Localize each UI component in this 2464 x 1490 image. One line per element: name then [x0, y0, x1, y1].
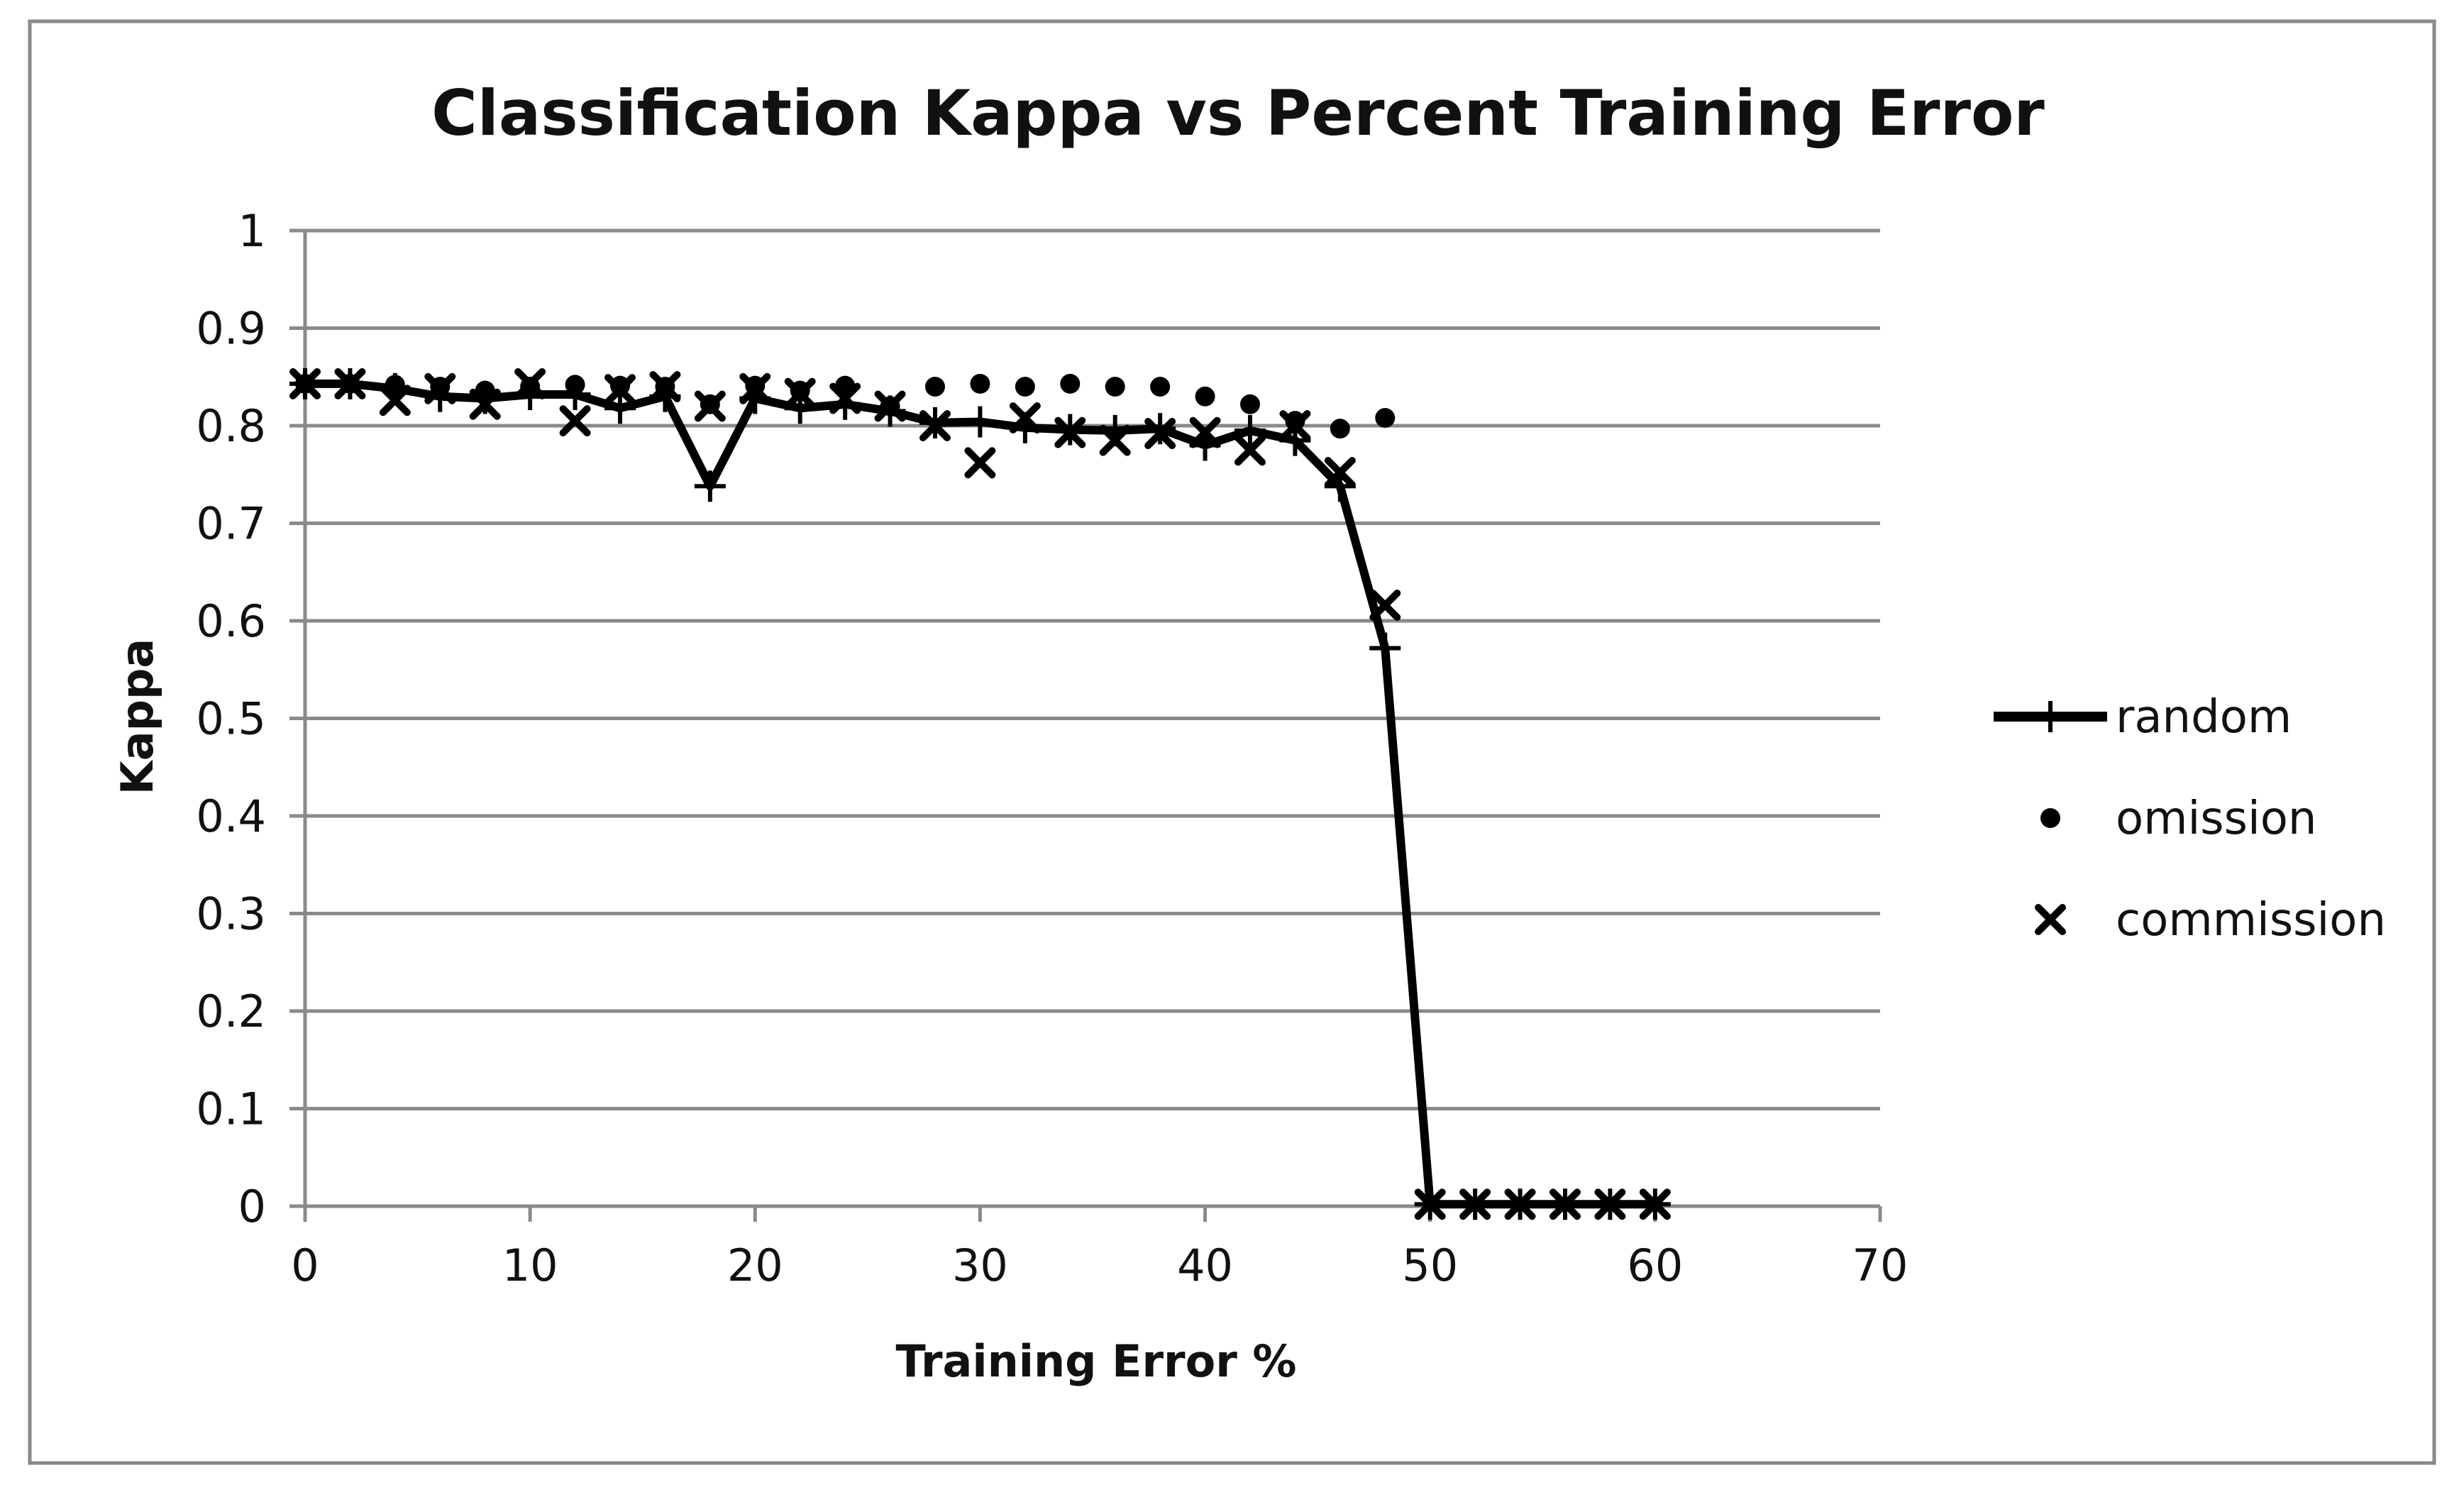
point-commission-30	[1639, 1188, 1671, 1220]
point-omission-17	[1060, 373, 1081, 394]
y-tick-label-1: 0.1	[196, 1083, 266, 1135]
y-tick-label-8: 0.8	[196, 400, 266, 452]
legend-label-random: random	[2116, 691, 2292, 744]
x-tick-label-2: 20	[727, 1240, 783, 1291]
x-tick-label-4: 40	[1177, 1240, 1233, 1291]
x-tick-label-1: 10	[502, 1240, 558, 1291]
legend-item-omission: omission	[2040, 793, 2316, 845]
point-commission-12	[829, 382, 861, 414]
y-tick-label-2: 0.2	[196, 986, 266, 1037]
point-omission-20	[1195, 386, 1215, 407]
point-commission-9	[694, 390, 726, 422]
legend-marker-commission	[2035, 904, 2066, 935]
y-tick-label-9: 0.9	[196, 303, 266, 355]
point-omission-2	[385, 375, 405, 395]
x-tick-label-5: 50	[1402, 1240, 1458, 1291]
y-tick-label-3: 0.3	[196, 888, 266, 940]
point-commission-0	[289, 368, 321, 399]
point-commission-28	[1549, 1188, 1581, 1220]
point-random-7	[604, 392, 636, 424]
point-commission-5	[514, 368, 546, 399]
y-tick-label-4: 0.4	[196, 790, 266, 842]
point-random-21	[1234, 414, 1266, 446]
point-commission-15	[964, 447, 996, 479]
point-commission-29	[1594, 1188, 1626, 1220]
point-omission-24	[1375, 408, 1396, 428]
point-commission-27	[1504, 1188, 1536, 1220]
y-tick-label-10: 1	[238, 205, 266, 257]
grid-layer	[305, 228, 1880, 1110]
y-tick-label-0: 0	[238, 1181, 266, 1232]
series-commission	[289, 368, 1671, 1220]
legend-item-random: random	[1994, 691, 2292, 744]
point-commission-19	[1144, 418, 1176, 449]
point-random-9	[694, 470, 726, 502]
point-commission-8	[649, 371, 681, 402]
legend-label-commission: commission	[2116, 894, 2386, 947]
point-omission-6	[565, 375, 585, 395]
series-layer	[289, 368, 1671, 1220]
point-commission-2	[379, 385, 411, 416]
x-tick-label-3: 30	[952, 1240, 1008, 1291]
point-commission-26	[1459, 1188, 1491, 1220]
point-commission-16	[1009, 402, 1041, 434]
y-tick-label-6: 0.6	[196, 595, 266, 647]
point-commission-13	[874, 390, 906, 422]
point-commission-1	[334, 368, 366, 399]
point-omission-15	[970, 373, 990, 394]
x-tick-label-6: 60	[1627, 1240, 1683, 1291]
legend-marker-omission	[2040, 808, 2060, 828]
point-random-15	[964, 406, 996, 438]
point-commission-25	[1414, 1188, 1446, 1220]
legend-item-commission: commission	[2035, 894, 2386, 947]
point-random-24	[1369, 632, 1401, 664]
point-commission-10	[739, 372, 771, 404]
point-commission-14	[919, 410, 951, 441]
point-commission-11	[784, 377, 816, 409]
point-commission-23	[1324, 457, 1356, 488]
legend-marker-random	[2035, 701, 2066, 732]
x-tick-label-0: 0	[291, 1240, 319, 1291]
legend: random omission commission	[1994, 691, 2386, 947]
point-commission-7	[604, 374, 636, 406]
chart-title: Classification Kappa vs Percent Training…	[431, 77, 2045, 150]
point-omission-18	[1105, 377, 1125, 397]
point-omission-16	[1015, 377, 1035, 397]
point-commission-24	[1369, 590, 1401, 621]
legend-label-omission: omission	[2116, 793, 2316, 845]
chart-border	[28, 19, 2436, 1465]
point-commission-22	[1279, 410, 1311, 441]
point-commission-20	[1189, 416, 1221, 448]
y-tick-label-7: 0.7	[196, 498, 266, 550]
point-commission-6	[559, 405, 591, 437]
point-commission-21	[1234, 434, 1266, 466]
point-omission-19	[1150, 377, 1171, 397]
point-omission-23	[1330, 419, 1350, 439]
y-axis-title: Kappa	[111, 639, 163, 795]
y-tick-label-5: 0.5	[196, 693, 266, 745]
point-commission-4	[469, 388, 501, 420]
point-commission-3	[424, 372, 456, 404]
point-omission-21	[1240, 394, 1260, 414]
x-tick-label-7: 70	[1852, 1240, 1908, 1291]
point-commission-17	[1054, 416, 1086, 448]
point-commission-18	[1099, 424, 1131, 456]
point-omission-14	[925, 377, 945, 397]
x-axis-title: Training Error %	[895, 1335, 1296, 1387]
